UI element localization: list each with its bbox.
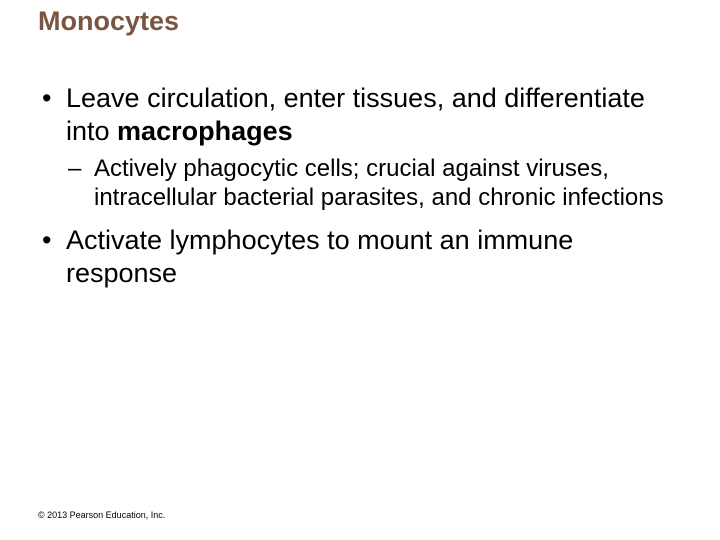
slide: Monocytes Leave circulation, enter tissu… bbox=[0, 0, 720, 540]
copyright-text: © 2013 Pearson Education, Inc. bbox=[38, 510, 165, 520]
bullet-bold: macrophages bbox=[117, 116, 293, 146]
bullet-item: Activate lymphocytes to mount an immune … bbox=[38, 224, 678, 290]
slide-body: Leave circulation, enter tissues, and di… bbox=[38, 82, 678, 300]
sub-bullet-text: Actively phagocytic cells; crucial again… bbox=[94, 155, 664, 211]
bullet-list: Leave circulation, enter tissues, and di… bbox=[38, 82, 678, 290]
bullet-text: Activate lymphocytes to mount an immune … bbox=[66, 225, 573, 288]
slide-title: Monocytes bbox=[38, 6, 179, 37]
bullet-item: Leave circulation, enter tissues, and di… bbox=[38, 82, 678, 212]
sub-bullet-item: Actively phagocytic cells; crucial again… bbox=[66, 154, 678, 213]
sub-bullet-list: Actively phagocytic cells; crucial again… bbox=[66, 154, 678, 213]
